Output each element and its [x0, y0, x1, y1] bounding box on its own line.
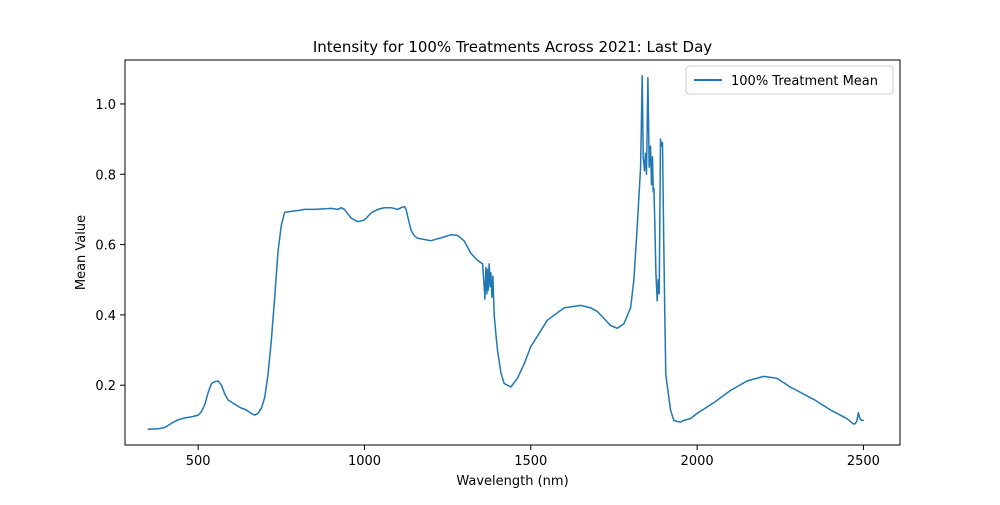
- legend-label: 100% Treatment Mean: [731, 74, 878, 89]
- y-axis: 0.2 0.4 0.6 0.8 1.0: [95, 98, 125, 394]
- y-tick-label: 0.8: [95, 168, 116, 183]
- y-tick-label: 0.2: [95, 379, 116, 394]
- series-layer: [147, 75, 865, 430]
- series-line: [147, 75, 865, 430]
- legend-box: [685, 65, 894, 95]
- y-tick-label: 0.4: [95, 309, 116, 324]
- x-tick-label: 2500: [847, 454, 880, 469]
- x-tick-label: 1500: [514, 454, 547, 469]
- x-axis-label: Wavelength (nm): [456, 474, 568, 489]
- y-tick-label: 0.6: [95, 239, 116, 254]
- chart-title: Intensity for 100% Treatments Across 202…: [313, 38, 712, 56]
- x-tick-label: 500: [186, 454, 211, 469]
- y-tick-label: 1.0: [95, 98, 116, 113]
- plot-area-frame: [124, 59, 901, 446]
- y-axis-label: Mean Value: [74, 215, 89, 290]
- legend: 100% Treatment Mean: [685, 65, 894, 95]
- x-tick-label: 2000: [681, 454, 714, 469]
- x-tick-label: 1000: [348, 454, 381, 469]
- x-axis: 500 1000 1500 2000 2500: [186, 445, 880, 469]
